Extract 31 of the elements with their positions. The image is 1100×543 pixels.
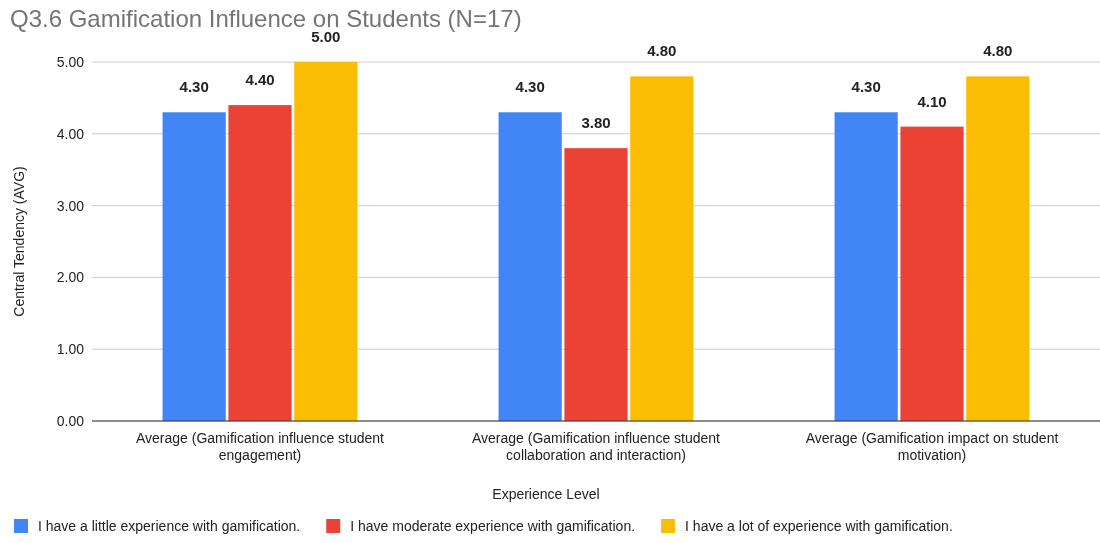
- y-axis-title: Central Tendency (AVG): [11, 166, 27, 317]
- x-axis-title: Experience Level: [492, 486, 600, 502]
- legend-label: I have a lot of experience with gamification.: [685, 518, 953, 534]
- legend-label: I have moderate experience with gamification.: [350, 518, 636, 534]
- bar: [228, 105, 292, 421]
- x-tick-label: Average (Gamification impact on student motivation): [805, 430, 1059, 463]
- bar: [966, 76, 1030, 421]
- legend-label: I have a little experience with gamification.: [38, 518, 301, 534]
- text: 4.40: [245, 71, 275, 89]
- y-tick-label: 1.00: [56, 341, 85, 358]
- bar: [900, 126, 964, 421]
- text: 3.80: [581, 114, 611, 132]
- text: 4.80: [983, 42, 1013, 60]
- y-tick-label: 5.00: [56, 53, 85, 70]
- bar: [564, 148, 628, 421]
- y-tick-label: 4.00: [56, 125, 85, 142]
- bar: [294, 62, 358, 421]
- text: 4.30: [515, 78, 545, 96]
- bar: [630, 76, 694, 421]
- bar: [498, 112, 562, 421]
- x-tick-label: Average (Gamification influence student collaboration and interaction): [472, 430, 721, 463]
- y-tick-label: 0.00: [56, 412, 85, 429]
- y-tick-label: 2.00: [56, 269, 85, 286]
- text: 4.80: [647, 42, 677, 60]
- bar: [834, 112, 898, 421]
- text: 4.30: [179, 78, 209, 96]
- x-tick-label: Average (Gamification influence student engagement): [136, 430, 385, 463]
- text: 4.30: [851, 78, 881, 96]
- bar: [162, 112, 226, 421]
- text: 4.10: [917, 92, 947, 110]
- y-tick-label: 3.00: [56, 197, 85, 214]
